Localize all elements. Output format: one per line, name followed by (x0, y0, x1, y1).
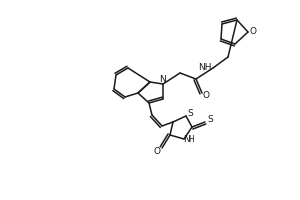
Text: N: N (160, 75, 167, 84)
Text: O: O (154, 148, 160, 156)
Text: NH: NH (199, 64, 212, 72)
Text: S: S (207, 116, 213, 124)
Text: O: O (202, 92, 209, 100)
Text: S: S (187, 110, 193, 118)
Text: N: N (184, 136, 190, 144)
Text: O: O (250, 27, 256, 36)
Text: H: H (188, 136, 194, 144)
